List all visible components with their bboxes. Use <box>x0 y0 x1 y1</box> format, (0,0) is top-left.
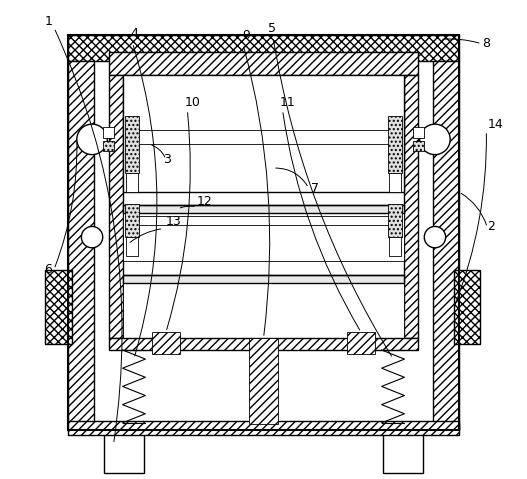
Text: 12: 12 <box>197 195 212 208</box>
Text: 7: 7 <box>311 182 319 195</box>
Circle shape <box>424 227 446 248</box>
Bar <box>125 204 139 237</box>
Text: 1: 1 <box>44 15 52 28</box>
Bar <box>103 141 114 151</box>
Bar <box>104 433 144 473</box>
Text: 5: 5 <box>268 23 276 35</box>
Bar <box>69 34 458 430</box>
Text: 4: 4 <box>130 27 138 40</box>
Bar <box>109 338 418 350</box>
Bar <box>69 61 94 430</box>
Bar <box>249 338 278 424</box>
Circle shape <box>81 227 103 248</box>
Bar <box>123 205 404 213</box>
Bar <box>413 141 424 151</box>
Bar <box>109 52 418 75</box>
Bar <box>413 127 424 138</box>
Bar <box>383 433 423 473</box>
Bar <box>433 61 458 430</box>
Text: 13: 13 <box>166 215 182 228</box>
Circle shape <box>77 124 108 155</box>
Bar <box>123 75 404 192</box>
Text: 9: 9 <box>242 30 250 43</box>
Bar <box>389 237 401 256</box>
Circle shape <box>419 124 450 155</box>
Text: 6: 6 <box>44 263 52 276</box>
Bar <box>388 204 402 237</box>
Bar <box>123 283 404 338</box>
Bar <box>389 173 401 192</box>
Bar <box>109 75 123 338</box>
Bar <box>103 127 114 138</box>
Bar <box>388 116 402 173</box>
Bar <box>125 116 139 173</box>
Bar <box>126 173 138 192</box>
Bar <box>123 275 404 283</box>
Bar <box>69 422 458 435</box>
Bar <box>126 237 138 256</box>
Bar <box>454 271 480 344</box>
Text: 3: 3 <box>163 153 171 166</box>
Bar <box>69 424 458 430</box>
Text: 2: 2 <box>487 220 495 233</box>
Bar <box>347 332 375 354</box>
Text: 14: 14 <box>487 117 503 131</box>
Bar <box>123 213 404 261</box>
Bar <box>69 34 458 61</box>
Bar <box>404 75 418 338</box>
Bar <box>45 271 72 344</box>
Text: 8: 8 <box>483 36 491 50</box>
Text: 11: 11 <box>280 96 296 109</box>
Text: 10: 10 <box>185 96 201 109</box>
Bar <box>152 332 180 354</box>
